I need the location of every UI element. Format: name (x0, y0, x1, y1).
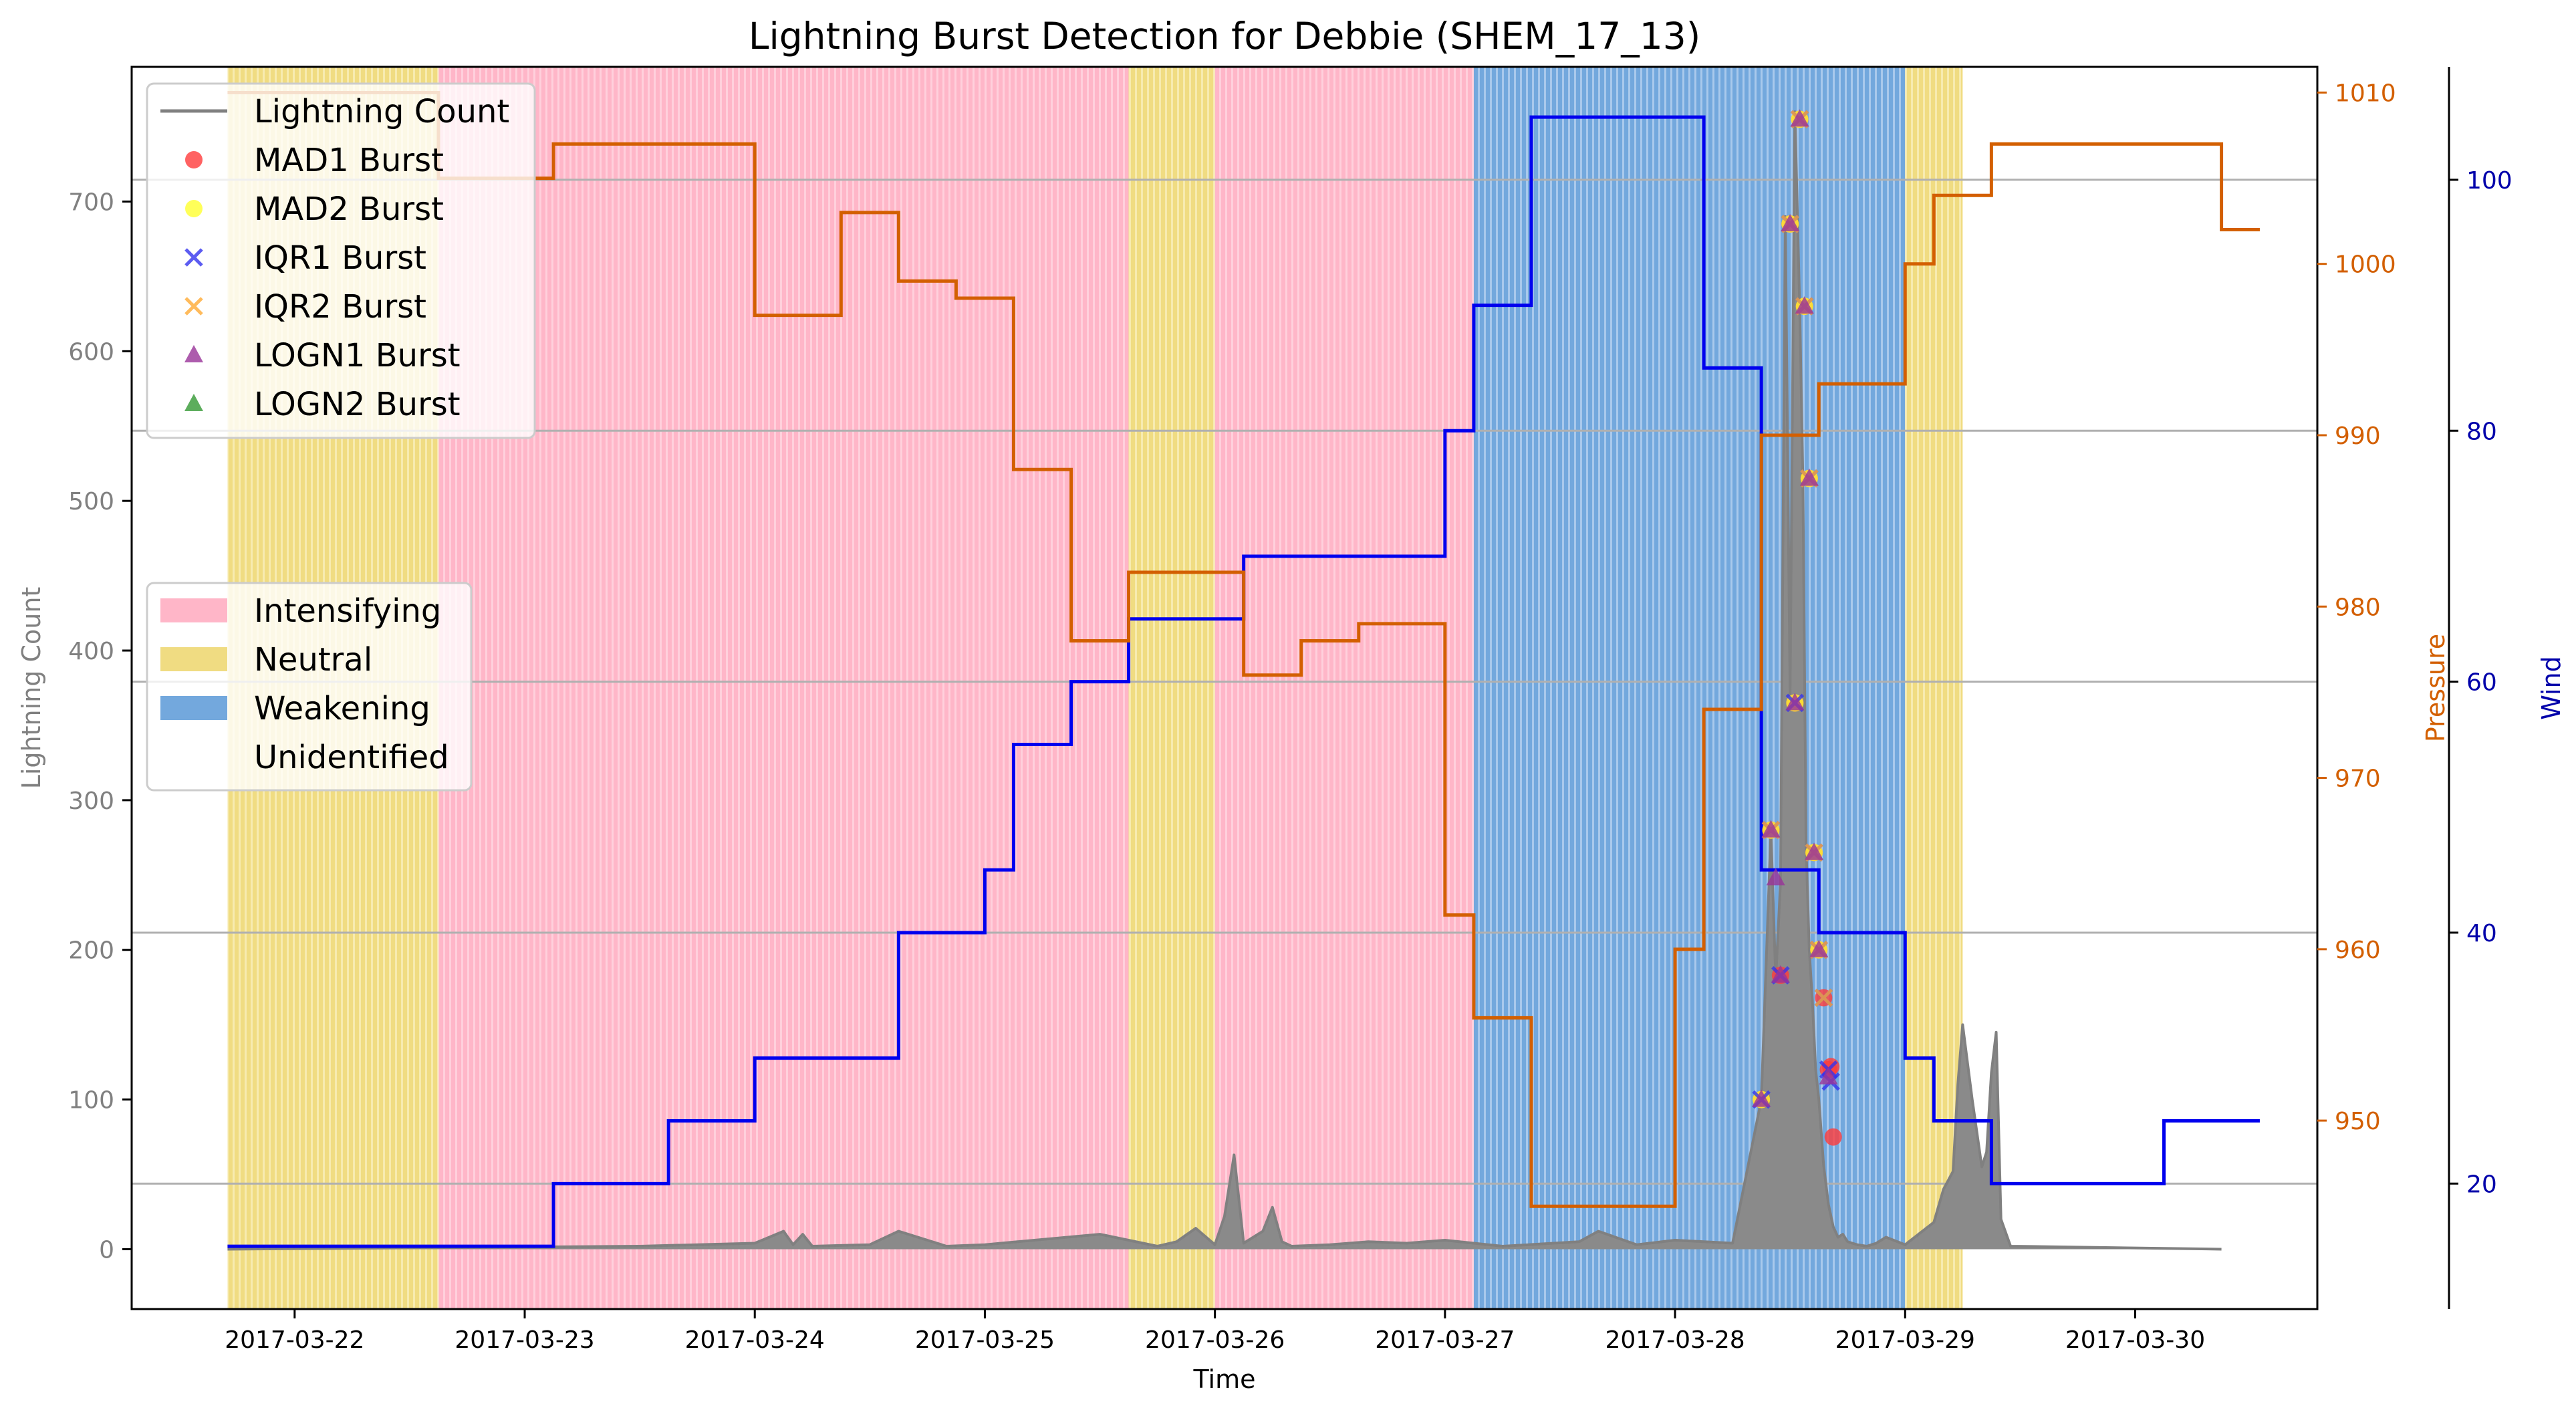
legend-swatch-mad1 (185, 151, 203, 168)
x-tick-label: 2017-03-25 (915, 1326, 1055, 1354)
y-left-tick-label: 0 (99, 1236, 114, 1264)
wind-line (227, 115, 2260, 1248)
legend-label-iqr2: IQR2 Burst (254, 288, 426, 326)
y-left-tick-label: 700 (68, 189, 114, 216)
legend-label-mad2: MAD2 Burst (254, 191, 444, 228)
logn1-burst-marker (1761, 820, 1781, 838)
y-wind-tick-label: 20 (2466, 1171, 2497, 1198)
phase-legend-frame (146, 582, 473, 792)
y-left-tick-label: 200 (68, 937, 114, 965)
logn1-burst-marker (1752, 1089, 1771, 1107)
logn1-burst-marker (1809, 939, 1829, 957)
legend-label-unidentified: Unidentified (254, 739, 449, 776)
logn1-burst-marker (1819, 1067, 1838, 1085)
iqr2-burst-marker (1814, 988, 1833, 1008)
y-pressure-tick-label: 990 (2335, 423, 2381, 450)
legend-swatch-mad2 (185, 200, 203, 217)
logn1-burst-marker (1785, 693, 1805, 711)
series-legend: Lightning Count MAD1 Burst MAD2 Burst IQR1 … (146, 82, 536, 439)
y-wind-tick-label: 60 (2466, 669, 2497, 697)
plot-frame (130, 66, 2319, 1310)
y-left-tick-label: 500 (68, 488, 114, 515)
legend-swatch-logn1 (184, 345, 203, 362)
y-pressure-tick-label: 970 (2335, 766, 2381, 793)
legend-swatch-neutral (160, 647, 227, 671)
x-tick-label: 2017-03-27 (1375, 1326, 1515, 1354)
burst-markers (1752, 109, 1842, 1146)
phase-band-neutral-2 (1128, 67, 1215, 1309)
y-axis-label-pressure: Pressure (2421, 634, 2450, 742)
y-axis-label-wind: Wind (2537, 656, 2566, 720)
y-left-tick-label: 300 (68, 788, 114, 815)
x-tick-label: 2017-03-23 (455, 1326, 594, 1354)
x-axis-label: Time (1193, 1365, 1256, 1394)
logn1-burst-marker (1771, 965, 1790, 983)
legend-swatch-weakening (160, 696, 227, 720)
logn1-burst-marker (1766, 868, 1785, 886)
chart-title: Lightning Burst Detection for Debbie (SH… (749, 15, 1700, 57)
y-wind-tick-label: 40 (2466, 920, 2497, 947)
legend-label-intensifying: Intensifying (254, 592, 441, 630)
series-legend-frame (146, 82, 536, 439)
y-pressure-tick-label: 960 (2335, 937, 2381, 964)
x-tick-label: 2017-03-22 (225, 1326, 364, 1354)
logn1-burst-marker (1799, 468, 1819, 486)
y-pressure-tick-label: 980 (2335, 594, 2381, 621)
y-left-tick-label: 400 (68, 638, 114, 665)
x-tick-label: 2017-03-29 (1835, 1326, 1975, 1354)
legend-label-logn2: LOGN2 Burst (254, 386, 461, 423)
pressure-line (227, 90, 2260, 1208)
legend-swatch-iqr1 (184, 248, 203, 267)
legend-label-lightning: Lightning Count (254, 93, 509, 130)
logn1-burst-marker (1795, 296, 1814, 314)
y-wind-tick-label: 100 (2466, 167, 2513, 195)
x-tick-label: 2017-03-30 (2065, 1326, 2205, 1354)
legend-swatch-intensifying (160, 598, 227, 622)
phase-band-weakening-4 (1473, 67, 1906, 1309)
x-tick-label: 2017-03-24 (685, 1326, 825, 1354)
y-wind-tick-label: 80 (2466, 418, 2497, 445)
legend-swatch-logn2 (184, 394, 203, 411)
legend-label-weakening: Weakening (254, 690, 430, 727)
phase-legend: Intensifying Neutral Weakening Unidentified (146, 582, 473, 792)
legend-label-iqr1: IQR1 Burst (254, 239, 426, 277)
y-pressure-tick-label: 1000 (2335, 251, 2396, 279)
axes: 2017-03-22 2017-03-23 2017-03-24 2017-03-25… (68, 67, 2513, 1354)
logn1-burst-marker (1790, 109, 1809, 127)
y-left-tick-label: 600 (68, 338, 114, 366)
mad1-burst-marker (1824, 1128, 1842, 1146)
legend-label-neutral: Neutral (254, 641, 372, 679)
logn1-burst-marker (1805, 842, 1824, 860)
y-axis-label-lightning: Lightning Count (17, 587, 46, 790)
phase-band-intensifying-3 (1214, 67, 1474, 1309)
x-tick-label: 2017-03-26 (1145, 1326, 1285, 1354)
legend-swatch-iqr2 (184, 297, 203, 316)
y-pressure-tick-label: 950 (2335, 1108, 2381, 1135)
y-left-tick-label: 100 (68, 1087, 114, 1115)
legend-label-mad1: MAD1 Burst (254, 142, 444, 179)
legend-label-logn1: LOGN1 Burst (254, 337, 461, 374)
x-tick-label: 2017-03-28 (1605, 1326, 1745, 1354)
logn1-burst-marker (1781, 214, 1800, 232)
phase-band-intensifying-1 (438, 67, 1129, 1309)
y-pressure-tick-label: 1010 (2335, 80, 2396, 107)
